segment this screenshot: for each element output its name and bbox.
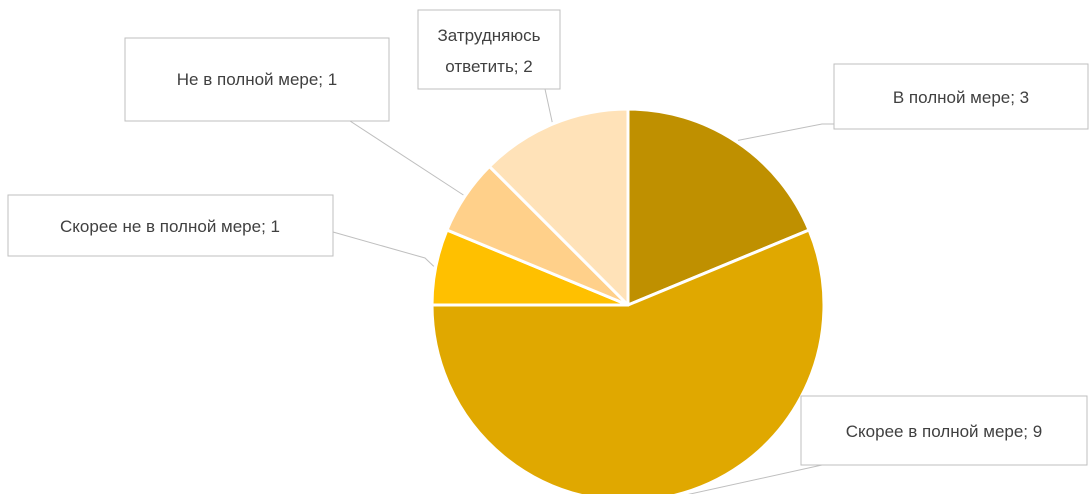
data-label-skoree-v-polnoy-mere: Скорее в полной мере; 9 — [846, 422, 1042, 441]
leader-line-1 — [737, 123, 834, 141]
data-label-ne-v-polnoy-mere: Не в полной мере; 1 — [177, 70, 337, 89]
callout-v-polnoy-mere: В полной мере; 3 — [833, 63, 1089, 130]
data-label-zatrudnyayus-line-1: Затрудняюсь — [438, 26, 541, 45]
data-label-zatrudnyayus-line-2: ответить; 2 — [445, 57, 532, 76]
leader-line-5 — [530, 88, 553, 123]
pie-slice-5 — [487, 107, 630, 307]
callout-ne-v-polnoy-mere: Не в полной мере; 1 — [124, 37, 390, 122]
pie-slice-1 — [626, 107, 811, 307]
data-label-v-polnoy-mere: В полной мере; 3 — [893, 88, 1029, 107]
pie-slice-2 — [430, 228, 826, 494]
callout-zatrudnyayus-otvetit: Затрудняюсь ответить; 2 — [417, 9, 561, 90]
leader-line-3 — [332, 231, 435, 267]
callout-skoree-ne-v-polnoy-mere: Скорее не в полной мере; 1 — [7, 194, 334, 257]
callout-skoree-v-polnoy-mere: Скорее в полной мере; 9 — [800, 395, 1088, 466]
pie-slices — [430, 107, 826, 494]
data-label-skoree-ne-v-polnoy-mere: Скорее не в полной мере; 1 — [60, 217, 280, 236]
leader-line-4 — [280, 120, 464, 196]
